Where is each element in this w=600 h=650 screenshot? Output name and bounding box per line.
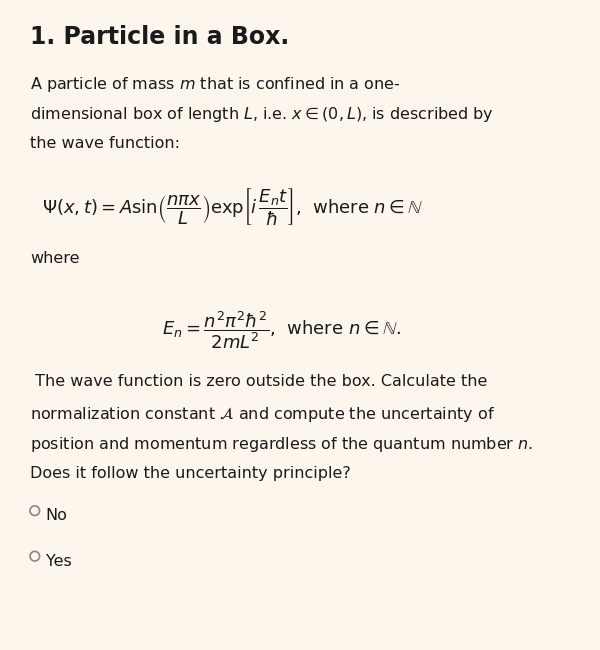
Text: Does it follow the uncertainty principle?: Does it follow the uncertainty principle… <box>30 466 351 481</box>
Text: The wave function is zero outside the box. Calculate the: The wave function is zero outside the bo… <box>30 374 487 389</box>
Text: Yes: Yes <box>46 554 71 569</box>
Text: where: where <box>30 251 79 266</box>
Text: $E_n = \dfrac{n^2\pi^2\hbar^2}{2mL^2}$,  where $n \in \mathbb{N}$.: $E_n = \dfrac{n^2\pi^2\hbar^2}{2mL^2}$, … <box>162 309 401 351</box>
Text: position and momentum regardless of the quantum number $n$.: position and momentum regardless of the … <box>30 436 533 454</box>
Text: 1. Particle in a Box.: 1. Particle in a Box. <box>30 25 289 49</box>
Text: the wave function:: the wave function: <box>30 136 180 151</box>
Text: $\Psi(x, t) = A\sin\!\left(\dfrac{n\pi x}{L}\right)\exp\!\left[i\,\dfrac{E_n t}{: $\Psi(x, t) = A\sin\!\left(\dfrac{n\pi x… <box>42 186 424 227</box>
Text: dimensional box of length $L$, i.e. $x \in (0, L)$, is described by: dimensional box of length $L$, i.e. $x \… <box>30 105 494 124</box>
Text: No: No <box>46 508 67 523</box>
Text: normalization constant $\mathcal{A}$ and compute the uncertainty of: normalization constant $\mathcal{A}$ and… <box>30 405 495 424</box>
Text: A particle of mass $m$ that is confined in a one-: A particle of mass $m$ that is confined … <box>30 75 401 94</box>
